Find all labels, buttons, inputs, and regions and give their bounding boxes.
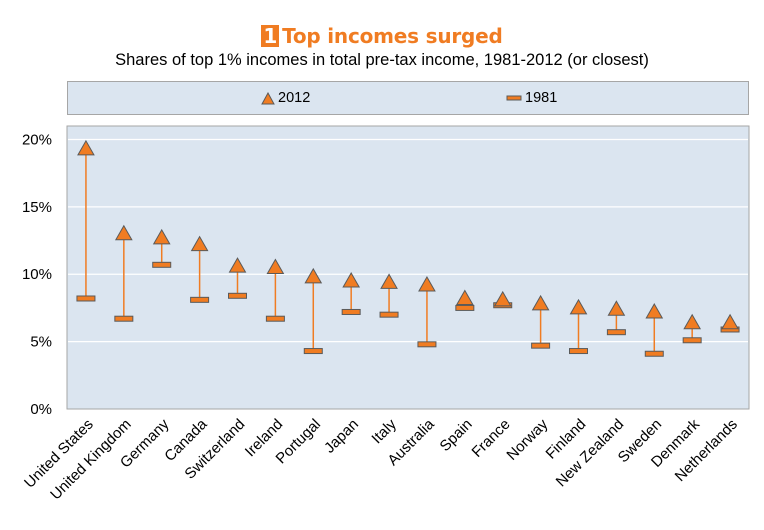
- y-tick-label: 20%: [22, 131, 52, 148]
- point-1981: [76, 295, 96, 302]
- point-1981: [114, 315, 134, 322]
- point-2012: [569, 298, 588, 315]
- legend: 2012 1981: [67, 81, 749, 115]
- x-tick-label: Japan: [321, 416, 362, 457]
- point-2012: [455, 289, 474, 305]
- y-tick-label: 0%: [30, 401, 52, 418]
- point-2012: [342, 271, 361, 288]
- y-tick-label: 15%: [22, 199, 52, 216]
- point-2012: [152, 228, 171, 245]
- x-tick-label: Italy: [368, 415, 400, 447]
- point-1981: [228, 292, 247, 299]
- point-2012: [607, 300, 626, 316]
- point-1981: [569, 348, 588, 355]
- y-tick-label: 10%: [22, 266, 52, 283]
- title-badge: 1: [261, 24, 280, 48]
- point-1981: [417, 341, 437, 348]
- y-tick-label: 5%: [30, 334, 52, 351]
- legend-item-2012: 2012: [261, 90, 310, 106]
- point-1981: [303, 348, 323, 355]
- point-2012: [190, 235, 209, 252]
- point-2012: [304, 267, 323, 284]
- point-1981: [682, 337, 702, 344]
- x-tick-label: Norway: [503, 415, 551, 463]
- point-1981: [644, 350, 664, 357]
- legend-item-1981: 1981: [506, 90, 557, 106]
- point-1981: [455, 304, 475, 311]
- point-1981: [531, 342, 551, 349]
- triangle-marker-icon: [261, 91, 275, 104]
- point-1981: [265, 315, 285, 322]
- point-2012: [721, 313, 739, 330]
- point-2012: [266, 258, 285, 274]
- plot-area: [66, 125, 750, 410]
- point-2012: [418, 276, 436, 292]
- point-2012: [380, 273, 398, 289]
- point-2012: [228, 257, 247, 273]
- point-1981: [190, 296, 210, 303]
- point-2012: [683, 313, 702, 330]
- point-2012: [114, 224, 133, 241]
- chart-subtitle: Shares of top 1% incomes in total pre-ta…: [115, 51, 649, 69]
- point-2012: [645, 302, 664, 319]
- chart-title: 1 Top incomes surged: [0, 24, 764, 48]
- point-2012: [77, 139, 95, 156]
- point-1981: [341, 308, 361, 315]
- point-1981: [152, 261, 172, 268]
- legend-label-2012: 2012: [278, 90, 311, 106]
- point-1981: [606, 329, 626, 336]
- point-1981: [379, 311, 399, 318]
- point-2012: [493, 290, 512, 307]
- legend-label-1981: 1981: [525, 90, 558, 106]
- title-text: Top incomes surged: [282, 24, 503, 48]
- dash-marker-icon: [506, 95, 522, 101]
- point-2012: [531, 294, 550, 311]
